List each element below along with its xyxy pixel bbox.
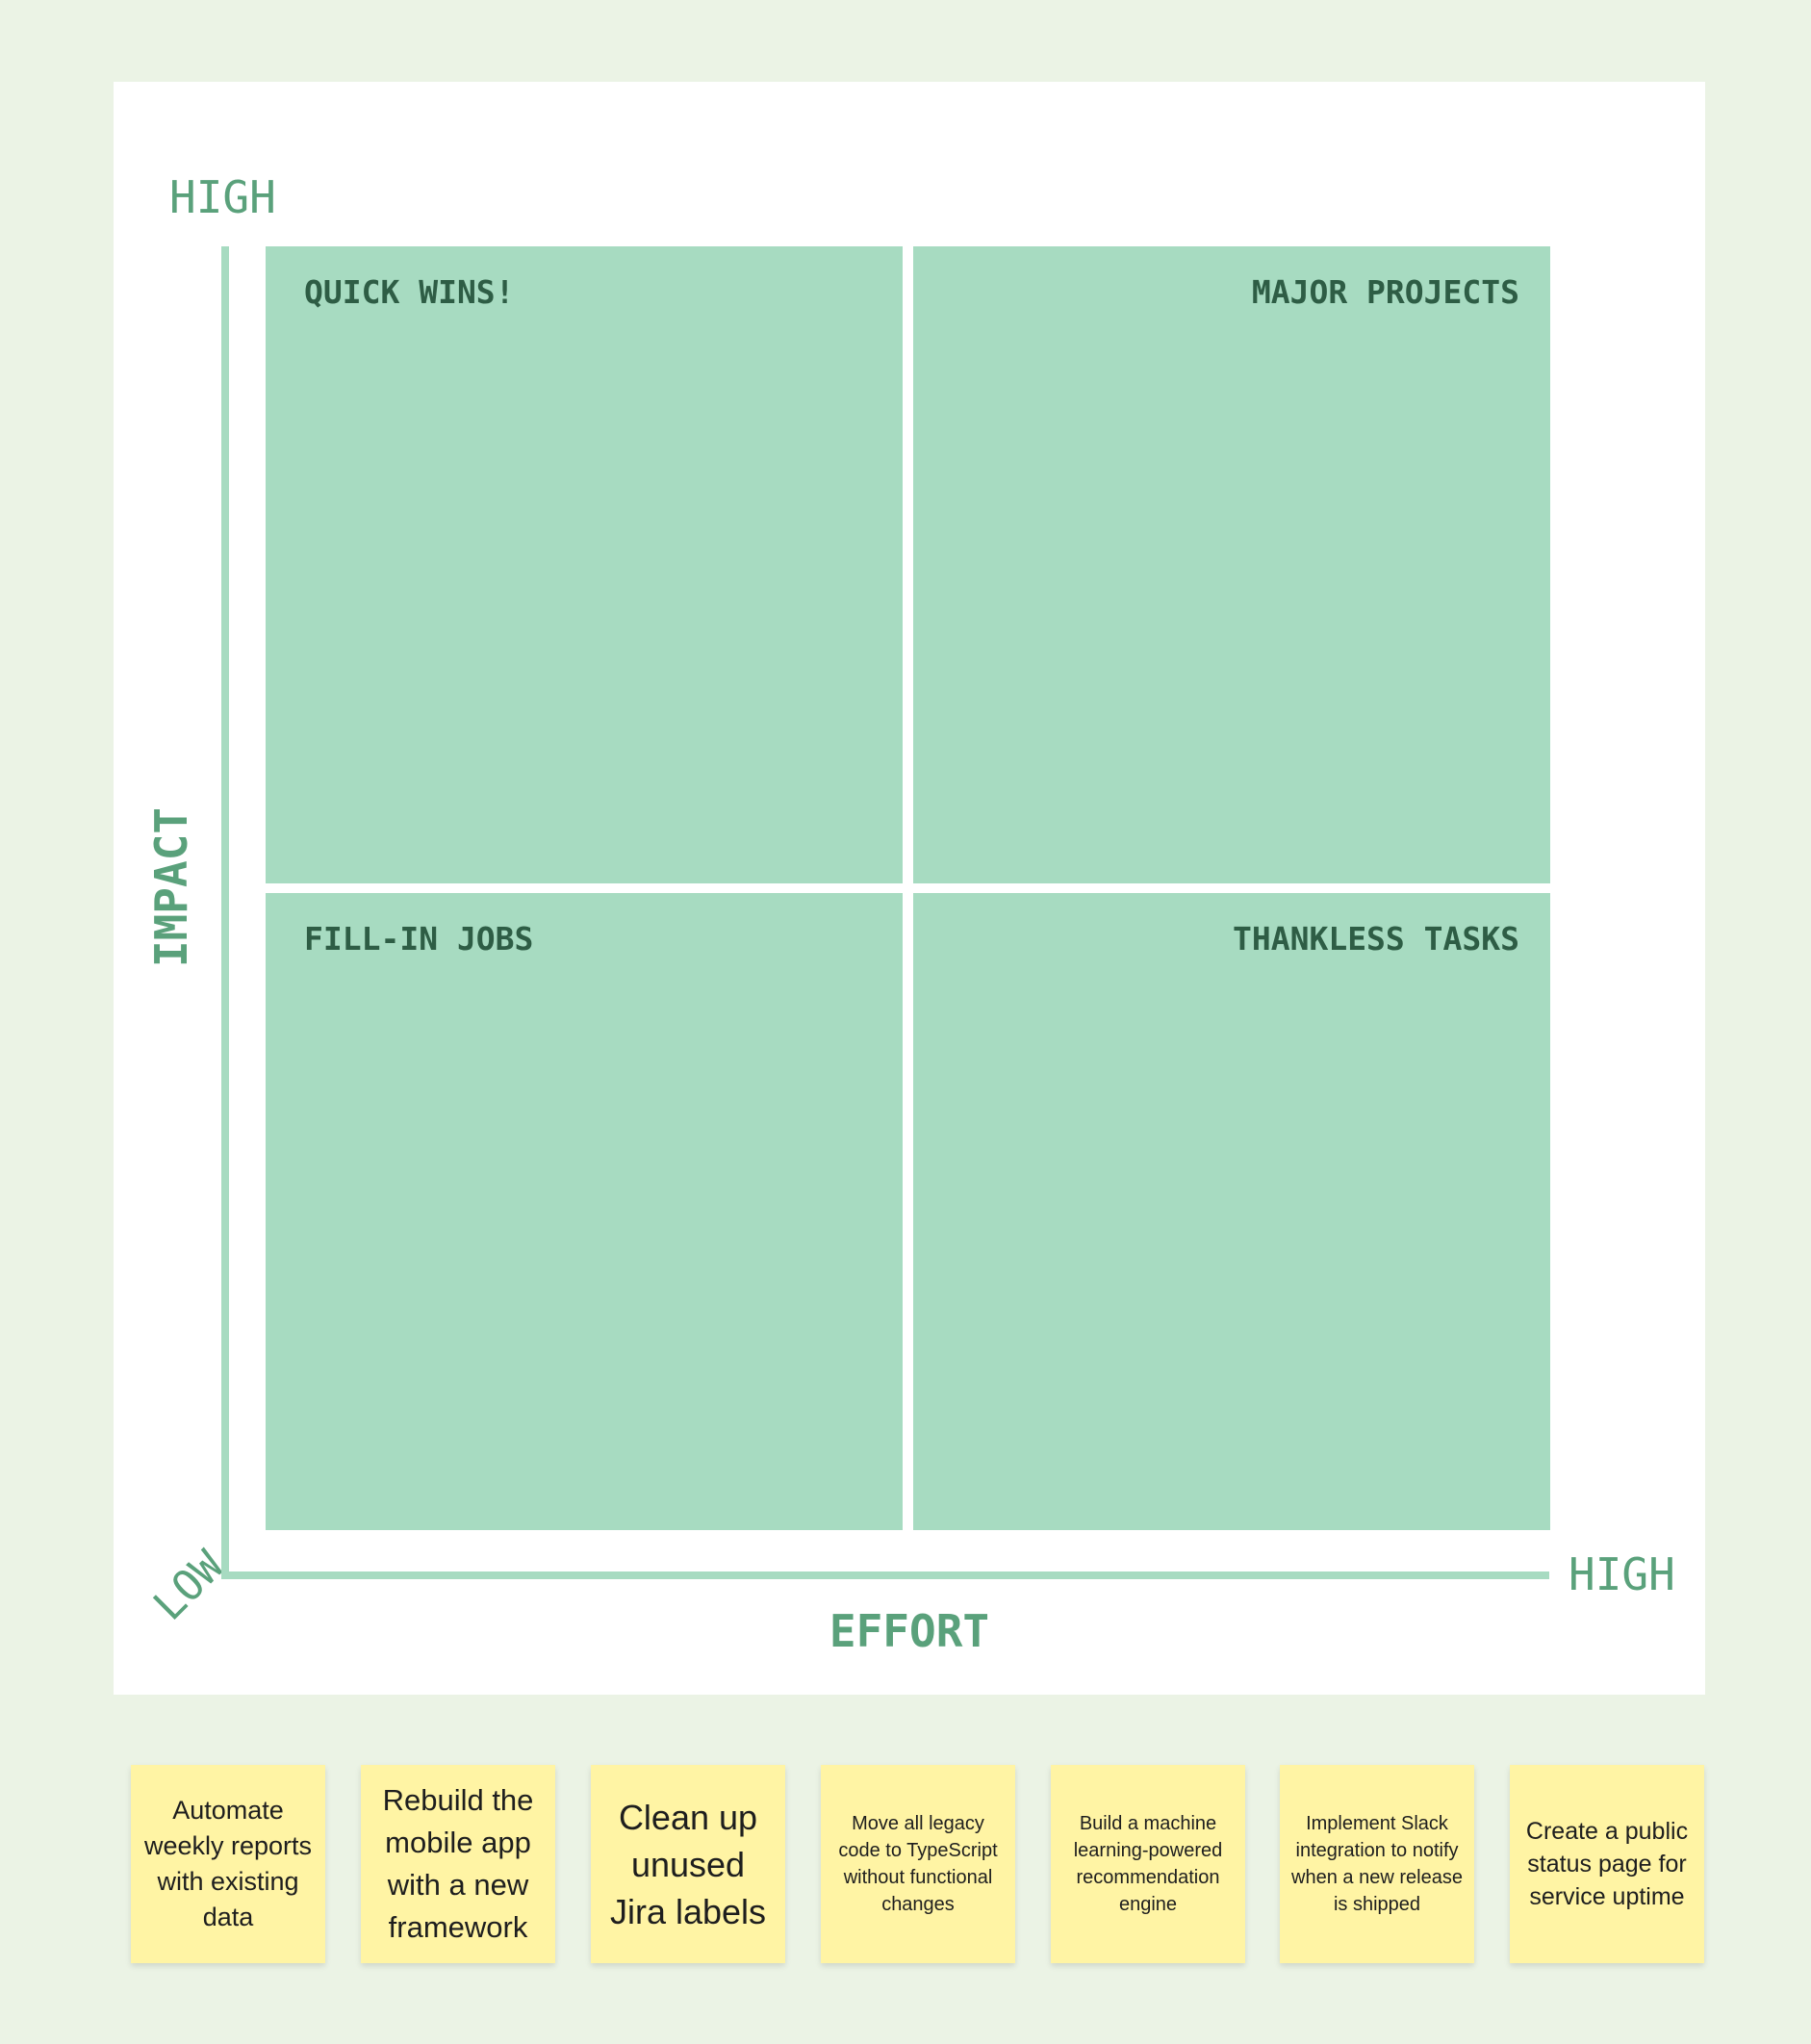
y-axis-high-label: HIGH [169,171,276,223]
sticky-note-text: Create a public status page for service … [1525,1818,1689,1910]
sticky-note-text: Automate weekly reports with existing da… [143,1796,313,1931]
sticky-note-text: Move all legacy code to TypeScript witho… [838,1813,998,1915]
sticky-note-text: Build a machine learning-powered recomme… [1073,1813,1223,1915]
quadrant-thankless-tasks[interactable]: THANKLESS TASKS [913,893,1550,1530]
y-axis-line [221,246,229,1579]
sticky-note[interactable]: Automate weekly reports with existing da… [131,1765,325,1963]
quadrant-fill-in-jobs[interactable]: FILL-IN JOBS [266,893,903,1530]
sticky-note-text: Clean up unused Jira labels [609,1797,767,1931]
sticky-note[interactable]: Move all legacy code to TypeScript witho… [821,1765,1015,1963]
y-axis-label: IMPACT [145,806,197,968]
quadrant-title: THANKLESS TASKS [1232,920,1519,958]
sticky-note-text: Implement Slack integration to notify wh… [1291,1813,1463,1915]
sticky-note[interactable]: Clean up unused Jira labels [591,1765,785,1963]
sticky-note[interactable]: Rebuild the mobile app with a new framew… [361,1765,555,1963]
sticky-note[interactable]: Create a public status page for service … [1510,1765,1704,1963]
sticky-note[interactable]: Implement Slack integration to notify wh… [1280,1765,1474,1963]
x-axis-label: EFFORT [829,1605,990,1657]
sticky-note[interactable]: Build a machine learning-powered recomme… [1051,1765,1245,1963]
quadrant-quick-wins[interactable]: QUICK WINS! [266,246,903,883]
x-axis-high-label: HIGH [1569,1548,1675,1600]
sticky-note-text: Rebuild the mobile app with a new framew… [382,1783,534,1944]
quadrant-title: FILL-IN JOBS [304,920,534,958]
quadrant-major-projects[interactable]: MAJOR PROJECTS [913,246,1550,883]
x-axis-line [221,1571,1549,1579]
quadrant-title: QUICK WINS! [304,273,515,311]
quadrant-title: MAJOR PROJECTS [1251,273,1519,311]
